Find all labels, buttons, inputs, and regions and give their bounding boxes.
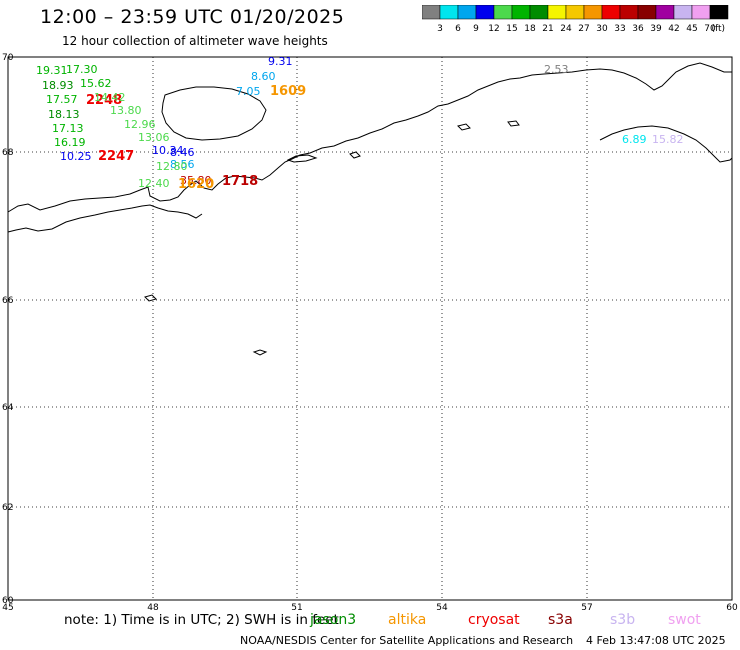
- wave-height-label: 17.57: [46, 93, 78, 106]
- coastline-island-c: [144, 294, 157, 302]
- wave-height-label: 8.46: [170, 146, 195, 159]
- legend-swot: swot: [668, 612, 701, 628]
- longitude-label: 57: [581, 603, 592, 613]
- graticule: [8, 57, 732, 600]
- coastline-kolguev-island: [161, 86, 267, 141]
- wave-height-label: 18.93: [42, 79, 74, 92]
- latitude-label: 68: [2, 148, 14, 158]
- coastline-island-a: [286, 154, 318, 163]
- wave-height-label: 9.31: [268, 55, 293, 68]
- colorbar-unit: (ft): [711, 24, 725, 34]
- coastline-east-shore: [599, 125, 733, 163]
- graticule-labels: 45 48 51 54 57 60 70 68 66 64 62 60: [2, 53, 738, 613]
- wave-height-label: 10.25: [60, 150, 92, 163]
- map-frame: [7, 56, 733, 601]
- colorbar-tick-label: 6: [455, 24, 461, 34]
- wave-height-label: 8.56: [170, 158, 195, 171]
- wave-height-colorbar: 3 6 9 12 15 18 21 24 27 30 33 36 39 42 45 70(ft): [422, 5, 729, 34]
- wave-height-label: 17.30: [66, 63, 98, 76]
- colorbar-tick-label: 15: [506, 24, 517, 34]
- wave-height-label: 12.40: [138, 177, 170, 190]
- colorbar-tick-label: 45: [686, 24, 697, 34]
- colorbar-tick-label: 30: [596, 24, 608, 34]
- colorbar-swatch: [709, 5, 729, 20]
- coastline-island-e: [457, 123, 471, 131]
- wave-height-label: 13.80: [110, 104, 142, 117]
- wave-height-label: 8.60: [251, 70, 276, 83]
- wave-height-label: 12.80: [156, 160, 188, 173]
- wave-height-label: 1609: [270, 84, 306, 99]
- colorbar-tick-label: 12: [488, 24, 499, 34]
- coastline-island-d: [349, 151, 361, 159]
- credit-line: NOAA/NESDIS Center for Satellite Applica…: [240, 634, 574, 647]
- wave-height-label: 7.05: [236, 85, 261, 98]
- wave-height-label: 35.80: [180, 174, 212, 187]
- latitude-label: 70: [2, 53, 14, 63]
- colorbar-tick-label: 33: [614, 24, 625, 34]
- legend-altika: altika: [388, 612, 427, 628]
- wave-height-label: 1718: [222, 174, 258, 189]
- colorbar-tick-label: 70: [704, 24, 716, 34]
- wave-height-label: 1620: [178, 177, 214, 192]
- wave-height-label: 10.34: [152, 144, 184, 157]
- colorbar-tick-label: 24: [560, 24, 572, 34]
- colorbar-tick-label: 18: [524, 24, 536, 34]
- coastline-kanin-peninsula: [7, 204, 203, 233]
- longitude-label: 45: [2, 603, 13, 613]
- wave-height-label: 2.53: [544, 63, 569, 76]
- latitude-label: 60: [2, 596, 14, 606]
- wave-height-label: 17.13: [52, 122, 84, 135]
- colorbar-tick-label: 21: [542, 24, 553, 34]
- map-subtitle: 12 hour collection of altimeter wave hei…: [62, 34, 328, 48]
- colorbar-tick-label: 42: [668, 24, 679, 34]
- latitude-label: 64: [2, 403, 14, 413]
- latitude-label: 62: [2, 503, 13, 513]
- coastline-mainland-west: [7, 62, 732, 213]
- wave-height-label: 6.89: [622, 133, 647, 146]
- wave-height-label: 16.19: [54, 136, 86, 149]
- wave-height-label: 12.96: [124, 118, 156, 131]
- longitude-label: 60: [726, 603, 738, 613]
- legend-s3b: s3b: [610, 612, 636, 628]
- colorbar-tick-label: 36: [632, 24, 644, 34]
- coastline-island-f: [507, 120, 520, 127]
- legend-s3a: s3a: [548, 612, 573, 628]
- map-title: 12:00 – 23:59 UTC 01/20/2025: [40, 6, 345, 28]
- legend-cryosat: cryosat: [468, 612, 520, 628]
- wave-height-label: 14.42: [94, 91, 126, 104]
- wave-height-label: 2247: [98, 149, 134, 164]
- longitude-label: 51: [291, 603, 302, 613]
- coastline-island-b: [252, 349, 268, 356]
- colorbar-tick-label: 27: [578, 24, 589, 34]
- colorbar-tick-label: 3: [437, 24, 443, 34]
- footnote: note: 1) Time is in UTC; 2) SWH is in fe…: [64, 612, 339, 628]
- latitude-label: 66: [2, 296, 14, 306]
- colorbar-tick-label: 9: [473, 24, 479, 34]
- coastline: [7, 62, 733, 356]
- wave-height-label: 15.62: [80, 77, 112, 90]
- wave-height-label: 2248: [86, 93, 122, 108]
- legend-jason3: jason3: [310, 612, 357, 628]
- longitude-label: 54: [436, 603, 448, 613]
- wave-height-label: 19.31: [36, 64, 68, 77]
- colorbar-tick-label: 39: [650, 24, 662, 34]
- longitude-label: 48: [147, 603, 159, 613]
- wave-height-label: 15.82: [652, 133, 684, 146]
- wave-height-label: 18.13: [48, 108, 80, 121]
- wave-height-label: 13.06: [138, 131, 170, 144]
- generation-timestamp: 4 Feb 13:47:08 UTC 2025: [586, 634, 726, 647]
